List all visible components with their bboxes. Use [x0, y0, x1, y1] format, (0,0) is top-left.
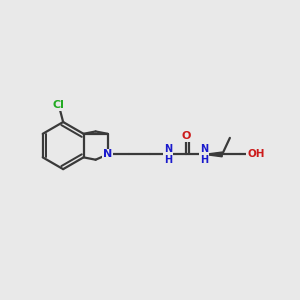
Text: O: O	[182, 131, 191, 141]
Text: N: N	[103, 149, 112, 159]
Text: OH: OH	[247, 149, 265, 159]
Text: N
H: N H	[200, 144, 208, 165]
Text: Cl: Cl	[53, 100, 65, 110]
Text: N
H: N H	[164, 144, 172, 165]
Polygon shape	[204, 152, 222, 157]
